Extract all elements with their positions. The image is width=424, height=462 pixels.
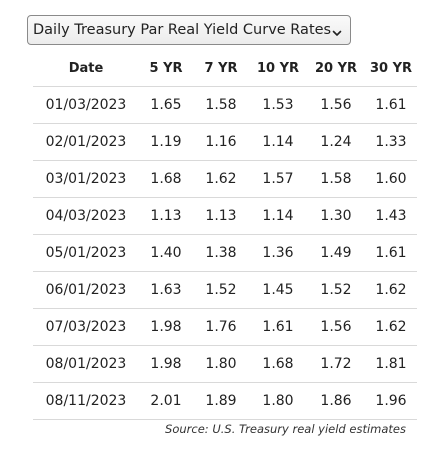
yield-cell-5yr: 1.40 xyxy=(139,234,193,272)
date-cell: 07/03/2023 xyxy=(33,308,139,346)
table-row: 03/01/2023 1.68 1.62 1.57 1.58 1.60 xyxy=(33,160,417,198)
yield-cell-20yr: 1.49 xyxy=(307,234,365,272)
yield-cell-10yr: 1.68 xyxy=(249,345,307,383)
yield-cell-30yr: 1.61 xyxy=(365,86,417,124)
yield-cell-5yr: 1.98 xyxy=(139,308,193,346)
yield-cell-7yr: 1.89 xyxy=(193,382,249,420)
column-header-10yr: 10 YR xyxy=(256,60,300,76)
yield-cell-30yr: 1.60 xyxy=(365,160,417,198)
yield-cell-30yr: 1.61 xyxy=(365,234,417,272)
table-row: 04/03/2023 1.13 1.13 1.14 1.30 1.43 xyxy=(33,197,417,235)
yield-cell-10yr: 1.45 xyxy=(249,271,307,309)
table-row: 08/11/2023 2.01 1.89 1.80 1.86 1.96 xyxy=(33,382,417,420)
yield-curve-select[interactable]: Daily Treasury Par Real Yield Curve Rate… xyxy=(27,15,351,45)
yield-table: Date 5 YR 7 YR 10 YR 20 YR 30 YR 01/03/2023 1.… xyxy=(33,50,417,420)
yield-cell-30yr: 1.96 xyxy=(365,382,417,420)
yield-cell-30yr: 1.43 xyxy=(365,197,417,235)
table-header: Date 5 YR 7 YR 10 YR 20 YR 30 YR xyxy=(33,50,417,87)
date-cell: 01/03/2023 xyxy=(33,86,139,124)
yield-cell-20yr: 1.72 xyxy=(307,345,365,383)
date-cell: 02/01/2023 xyxy=(33,123,139,161)
yield-cell-10yr: 1.61 xyxy=(249,308,307,346)
table-body: 01/03/2023 1.65 1.58 1.53 1.56 1.61 02/01/2023… xyxy=(33,86,417,420)
yield-cell-10yr: 1.14 xyxy=(249,123,307,161)
date-cell: 05/01/2023 xyxy=(33,234,139,272)
yield-cell-5yr: 1.98 xyxy=(139,345,193,383)
yield-cell-20yr: 1.52 xyxy=(307,271,365,309)
yield-cell-30yr: 1.62 xyxy=(365,271,417,309)
yield-cell-5yr: 1.63 xyxy=(139,271,193,309)
yield-cell-7yr: 1.38 xyxy=(193,234,249,272)
header-row: Date 5 YR 7 YR 10 YR 20 YR 30 YR xyxy=(33,50,417,87)
yield-cell-10yr: 1.53 xyxy=(249,86,307,124)
table-row: 07/03/2023 1.98 1.76 1.61 1.56 1.62 xyxy=(33,308,417,346)
yield-cell-20yr: 1.24 xyxy=(307,123,365,161)
yield-cell-7yr: 1.52 xyxy=(193,271,249,309)
yield-cell-30yr: 1.62 xyxy=(365,308,417,346)
yield-cell-5yr: 2.01 xyxy=(139,382,193,420)
table-row: 06/01/2023 1.63 1.52 1.45 1.52 1.62 xyxy=(33,271,417,309)
yield-cell-10yr: 1.80 xyxy=(249,382,307,420)
date-cell: 06/01/2023 xyxy=(33,271,139,309)
column-header-date: Date xyxy=(68,60,104,76)
yield-cell-7yr: 1.16 xyxy=(193,123,249,161)
chevron-down-icon[interactable] xyxy=(331,24,343,36)
column-header-5yr: 5 YR xyxy=(149,60,183,76)
yield-cell-10yr: 1.36 xyxy=(249,234,307,272)
date-cell: 08/11/2023 xyxy=(33,382,139,420)
yield-cell-5yr: 1.68 xyxy=(139,160,193,198)
yield-curve-select-label: Daily Treasury Par Real Yield Curve Rate… xyxy=(33,22,332,38)
yield-cell-10yr: 1.57 xyxy=(249,160,307,198)
yield-cell-7yr: 1.13 xyxy=(193,197,249,235)
table-row: 05/01/2023 1.40 1.38 1.36 1.49 1.61 xyxy=(33,234,417,272)
yield-cell-7yr: 1.62 xyxy=(193,160,249,198)
table-row: 01/03/2023 1.65 1.58 1.53 1.56 1.61 xyxy=(33,86,417,124)
yield-cell-5yr: 1.65 xyxy=(139,86,193,124)
yield-cell-20yr: 1.56 xyxy=(307,86,365,124)
yield-cell-5yr: 1.13 xyxy=(139,197,193,235)
yield-cell-20yr: 1.30 xyxy=(307,197,365,235)
yield-cell-7yr: 1.58 xyxy=(193,86,249,124)
table-row: 02/01/2023 1.19 1.16 1.14 1.24 1.33 xyxy=(33,123,417,161)
yield-cell-20yr: 1.86 xyxy=(307,382,365,420)
yield-cell-7yr: 1.76 xyxy=(193,308,249,346)
date-cell: 04/03/2023 xyxy=(33,197,139,235)
yield-cell-30yr: 1.81 xyxy=(365,345,417,383)
column-header-7yr: 7 YR xyxy=(204,60,238,76)
date-cell: 03/01/2023 xyxy=(33,160,139,198)
yield-cell-30yr: 1.33 xyxy=(365,123,417,161)
yield-cell-7yr: 1.80 xyxy=(193,345,249,383)
yield-cell-10yr: 1.14 xyxy=(249,197,307,235)
source-caption: Source: U.S. Treasury real yield estimat… xyxy=(165,422,406,436)
date-cell: 08/01/2023 xyxy=(33,345,139,383)
column-header-20yr: 20 YR xyxy=(314,60,358,76)
column-header-30yr: 30 YR xyxy=(369,60,413,76)
yield-cell-20yr: 1.58 xyxy=(307,160,365,198)
yield-cell-20yr: 1.56 xyxy=(307,308,365,346)
table-row: 08/01/2023 1.98 1.80 1.68 1.72 1.81 xyxy=(33,345,417,383)
yield-cell-5yr: 1.19 xyxy=(139,123,193,161)
